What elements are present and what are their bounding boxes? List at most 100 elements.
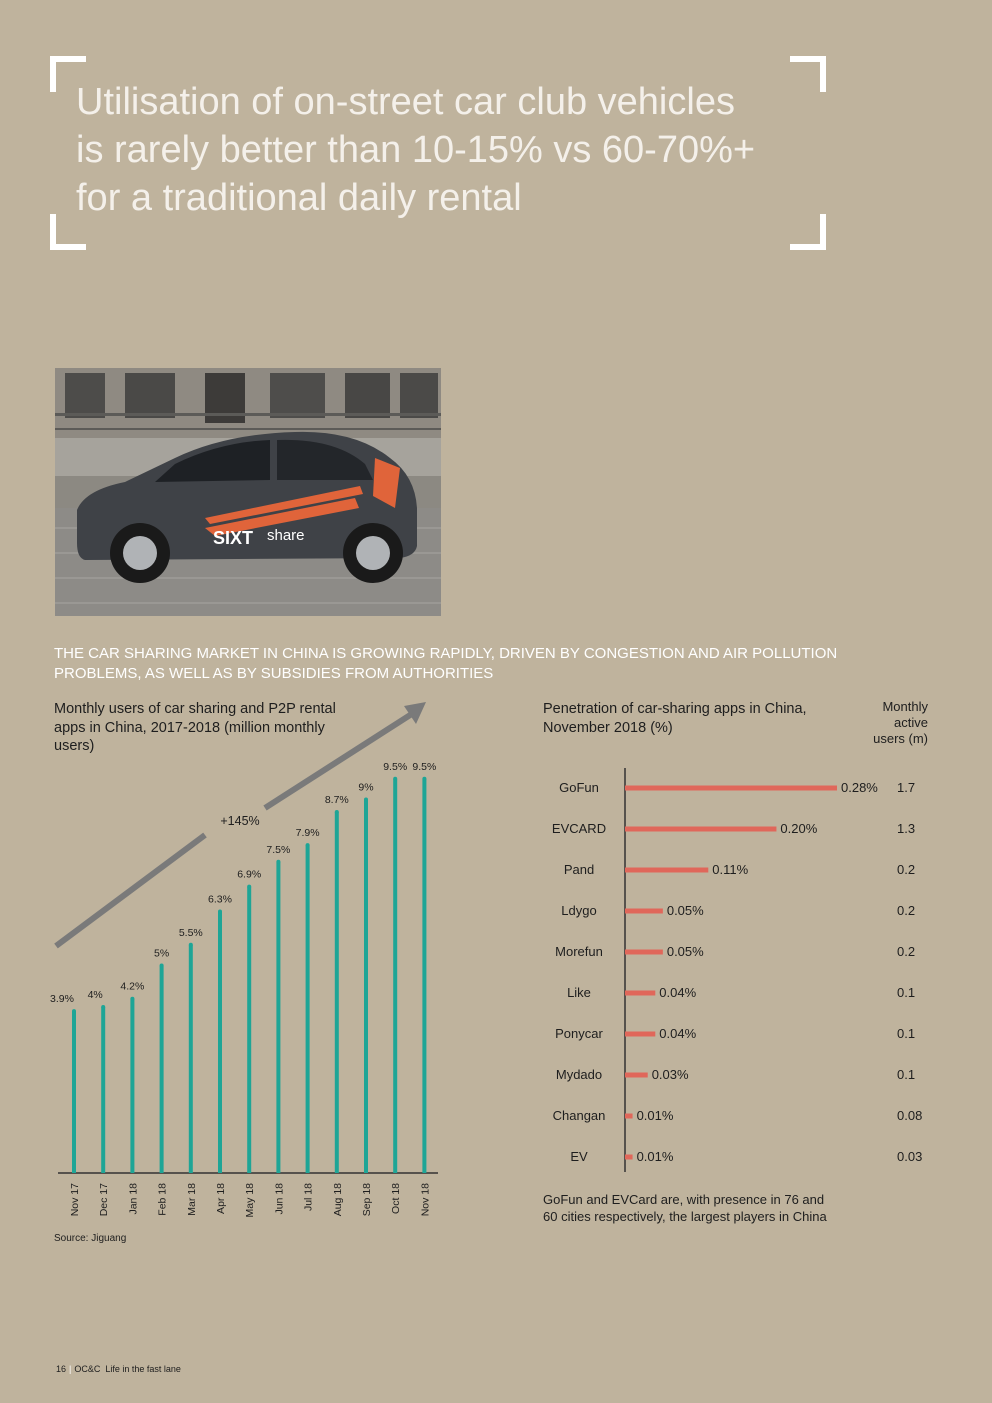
bar-evcard — [625, 826, 777, 832]
bar-value-label: 6.3% — [208, 894, 232, 906]
bar-mar-18 — [188, 944, 193, 1173]
growth-annotation: +145% — [220, 814, 259, 828]
bar-cap — [422, 776, 427, 781]
bracket-bottom-left — [50, 214, 86, 250]
car-photo-illustration: SIXT share — [55, 368, 441, 616]
bar-jun-18 — [276, 861, 281, 1173]
category-label: Ponycar — [555, 1026, 603, 1041]
bar-value-label: 0.05% — [667, 903, 704, 918]
active-users-value: 0.2 — [897, 944, 915, 959]
bar-value-label: 5% — [154, 948, 169, 960]
bar-cap — [364, 797, 368, 802]
bar-value-label: 8.7% — [325, 794, 349, 806]
x-tick-label: Dec 17 — [98, 1183, 110, 1216]
pull-quote-line: is rarely better than 10-15% vs 60-70%+ — [76, 129, 756, 171]
x-tick-label: Oct 18 — [390, 1183, 402, 1214]
bar-may-18 — [247, 886, 252, 1173]
bar-value-label: 0.05% — [667, 944, 704, 959]
bar-cap — [218, 909, 222, 914]
bar-mydado — [625, 1072, 648, 1078]
photo-badge-word: share — [267, 527, 305, 544]
active-users-header: Monthly active users (m) — [856, 699, 928, 747]
growth-arrow-head — [404, 702, 426, 724]
bracket-top-right — [790, 56, 826, 92]
bar-value-label: 0.11% — [712, 862, 748, 877]
bar-oct-18 — [393, 778, 398, 1173]
bar-value-label: 0.28% — [841, 780, 878, 795]
bar-cap — [72, 1009, 76, 1014]
x-tick-label: Apr 18 — [215, 1183, 227, 1214]
penetration-bar-chart: GoFun 0.28% 1.7 EVCARD 0.20% 1.3 Pand 0.11% 0.2 L… — [552, 768, 922, 1172]
source-note: Source: Jiguang — [54, 1233, 127, 1244]
users-chart-title-line: users) — [54, 738, 95, 754]
active-users-value: 0.08 — [897, 1108, 922, 1123]
photo-badge-brand: SIXT — [213, 528, 253, 548]
bar-ldygo — [625, 908, 663, 914]
bar-nov-17 — [72, 1011, 76, 1173]
bar-cap — [159, 963, 164, 968]
chart-note-line: 60 cities respectively, the largest play… — [543, 1208, 827, 1224]
car-photo: SIXT share — [55, 368, 441, 616]
active-users-value: 1.7 — [897, 780, 915, 795]
category-label: Ldygo — [561, 903, 596, 918]
category-label: GoFun — [559, 780, 599, 795]
bar-cap — [130, 996, 135, 1001]
bar-value-label: 9.5% — [383, 761, 407, 773]
bar-jul-18 — [305, 845, 310, 1173]
x-tick-label: Sep 18 — [361, 1183, 373, 1216]
bar-ev — [625, 1154, 633, 1160]
chart-note: GoFun and EVCard are, with presence in 7… — [543, 1192, 827, 1225]
bar-jan-18 — [130, 998, 135, 1173]
bar-pand — [625, 867, 709, 873]
bar-nov-18 — [422, 778, 427, 1173]
active-users-header-line: Monthly — [882, 699, 928, 714]
active-users-value: 0.1 — [897, 1026, 915, 1041]
bar-changan — [625, 1113, 633, 1119]
bar-value-label: 4.2% — [120, 981, 144, 993]
category-label: Morefun — [555, 944, 603, 959]
bar-sep-18 — [364, 799, 368, 1173]
users-chart-title: Monthly users of car sharing and P2P ren… — [54, 700, 336, 756]
bar-value-label: 0.04% — [659, 985, 696, 1000]
pull-quote-line: Utilisation of on-street car club vehicl… — [76, 81, 735, 123]
page-footer: 16 | OC&C Life in the fast lane — [56, 1364, 181, 1374]
x-tick-label: Jun 18 — [273, 1183, 285, 1215]
active-users-header-line: active — [894, 715, 928, 730]
active-users-value: 0.1 — [897, 985, 915, 1000]
active-users-value: 1.3 — [897, 821, 915, 836]
section-heading-line: PROBLEMS, AS WELL AS BY SUBSIDIES FROM A… — [54, 665, 494, 682]
section-heading-line: THE CAR SHARING MARKET IN CHINA IS GROWI… — [54, 645, 838, 662]
category-label: EV — [570, 1149, 588, 1164]
category-label: EVCARD — [552, 821, 606, 836]
bar-morefun — [625, 949, 663, 955]
footer-brand: OC&C — [74, 1364, 101, 1374]
x-tick-label: Feb 18 — [157, 1183, 169, 1216]
x-tick-label: Jan 18 — [127, 1183, 139, 1215]
active-users-value: 0.03 — [897, 1149, 922, 1164]
x-tick-label: Jul 18 — [303, 1183, 315, 1211]
bar-value-label: 0.03% — [652, 1067, 689, 1082]
bar-apr-18 — [218, 911, 222, 1173]
x-tick-label: Nov 17 — [69, 1183, 81, 1216]
category-label: Like — [567, 985, 591, 1000]
users-chart-title-line: Monthly users of car sharing and P2P ren… — [54, 701, 336, 717]
bar-cap — [393, 776, 398, 781]
footer-separator: | — [69, 1364, 72, 1374]
bar-value-label: 0.01% — [637, 1149, 674, 1164]
bracket-top-left — [50, 56, 86, 92]
footer-title: Life in the fast lane — [105, 1364, 181, 1374]
penetration-chart-title-line: November 2018 (%) — [543, 719, 673, 736]
section-heading: THE CAR SHARING MARKET IN CHINA IS GROWI… — [54, 644, 934, 684]
x-tick-label: Mar 18 — [186, 1183, 198, 1216]
bar-cap — [305, 843, 310, 848]
category-label: Mydado — [556, 1067, 602, 1082]
chart-note-line: GoFun and EVCard are, with presence in 7… — [543, 1192, 825, 1207]
bracket-bottom-right — [790, 214, 826, 250]
category-label: Changan — [553, 1108, 606, 1123]
x-tick-label: Nov 18 — [419, 1183, 431, 1216]
bar-value-label: 0.04% — [659, 1026, 696, 1041]
active-users-value: 0.2 — [897, 903, 915, 918]
bar-value-label: 9% — [358, 782, 373, 794]
bar-cap — [276, 859, 281, 864]
pull-quote-line: for a traditional daily rental — [76, 177, 522, 219]
